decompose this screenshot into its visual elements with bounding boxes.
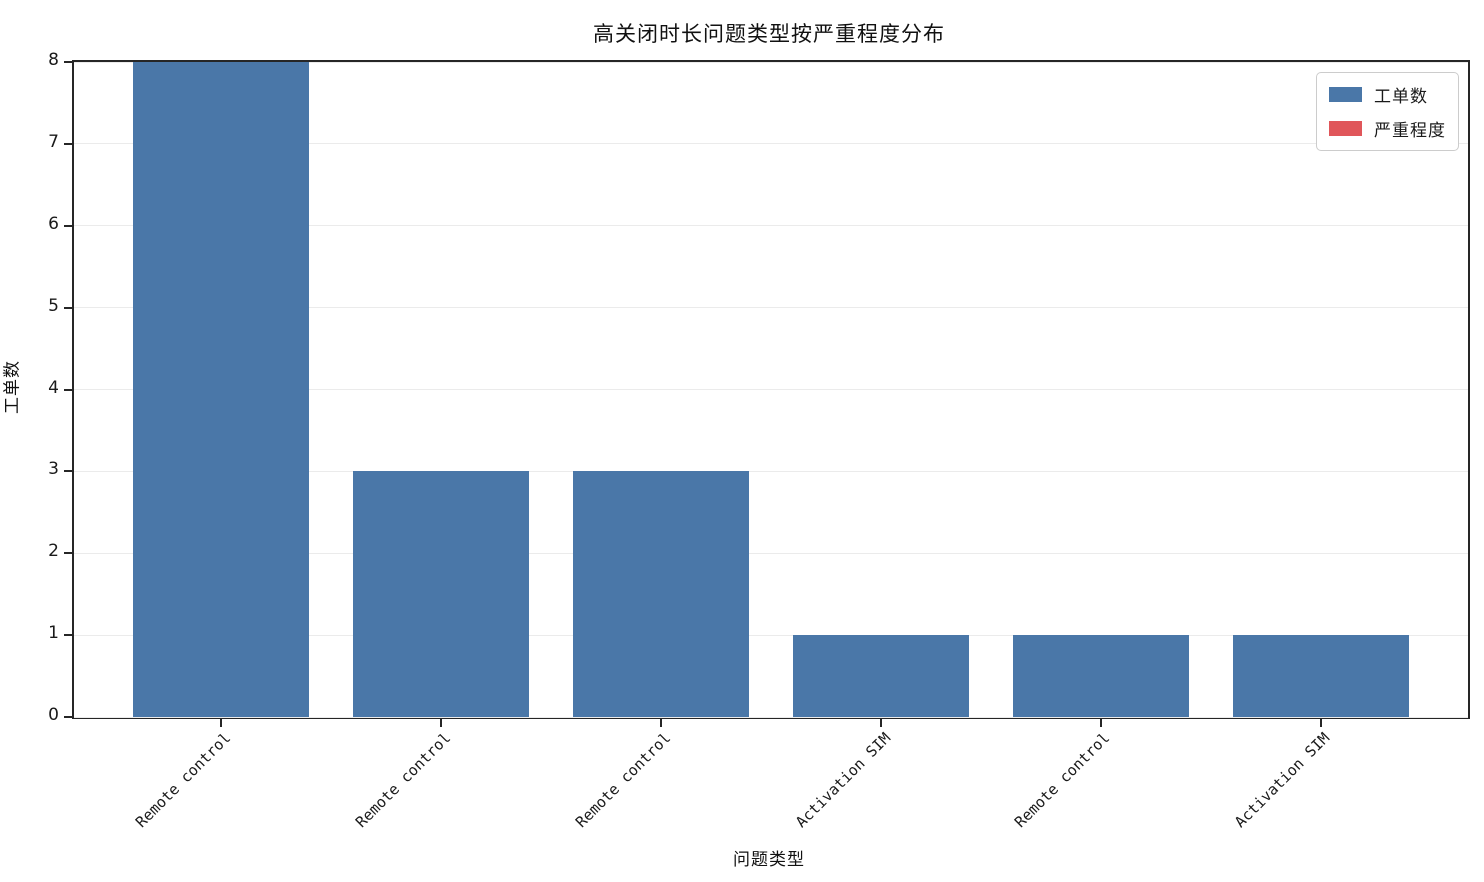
x-tick-mark — [1319, 719, 1322, 727]
x-tick-mark — [879, 719, 882, 727]
bar — [133, 62, 310, 717]
y-tick-mark — [64, 61, 72, 63]
y-tick-label: 6 — [48, 213, 59, 234]
y-tick-mark — [64, 470, 72, 473]
y-tick-label: 1 — [48, 623, 59, 644]
bar — [1012, 635, 1189, 717]
bar — [573, 471, 749, 717]
x-tick-mark — [660, 719, 663, 727]
x-tick-label: Remote control — [571, 729, 674, 832]
gridline — [74, 61, 1468, 63]
y-tick-label: 8 — [48, 50, 59, 70]
legend-label: 严重程度 — [1374, 121, 1446, 141]
y-tick-label: 5 — [48, 295, 59, 316]
gridline — [74, 552, 1468, 554]
gridline — [74, 634, 1468, 636]
y-tick-label: 3 — [48, 459, 59, 480]
x-tick-label: Activation SIM — [791, 729, 894, 832]
y-tick-mark — [64, 388, 72, 391]
legend-swatch-icon — [1329, 87, 1362, 102]
gridline — [74, 716, 1468, 718]
x-tick-label: Remote control — [131, 729, 235, 832]
x-tick-label: Activation SIM — [1231, 729, 1334, 832]
bar — [792, 635, 969, 717]
x-tick-mark — [220, 719, 223, 727]
legend-item: 工单数 — [1329, 82, 1446, 107]
y-tick-label: 4 — [48, 377, 59, 398]
x-tick-mark — [1099, 719, 1102, 727]
x-tick-mark — [440, 719, 443, 727]
y-axis-label: 工单数 — [2, 360, 23, 414]
y-tick-mark — [64, 142, 72, 145]
y-tick-mark — [64, 306, 72, 309]
y-tick-mark — [64, 552, 72, 555]
x-tick-label: Remote control — [351, 729, 454, 832]
bar — [353, 471, 530, 717]
x-tick-label: Remote control — [1011, 729, 1114, 832]
y-tick-mark — [64, 634, 72, 637]
chart-title: 高关闭时长问题类型按严重程度分布 — [593, 22, 945, 46]
gridline — [74, 225, 1468, 227]
gridline — [74, 470, 1468, 472]
legend-swatch-icon — [1329, 121, 1362, 136]
gridline — [74, 307, 1468, 309]
x-axis-label: 问题类型 — [733, 850, 805, 870]
y-tick-label: 2 — [48, 541, 59, 562]
y-tick-label: 7 — [48, 131, 59, 152]
y-tick-mark — [64, 716, 72, 718]
legend: 工单数 严重程度 — [1316, 72, 1459, 151]
legend-item: 严重程度 — [1329, 116, 1446, 141]
gridline — [74, 389, 1468, 390]
y-tick-label: 0 — [48, 705, 59, 725]
gridline — [74, 143, 1468, 145]
plot-area: 工单数严重程度 0 1 2 3 4 5 6 7 8 Remote control Remote co… — [48, 52, 1470, 831]
legend-label: 工单数 — [1374, 87, 1428, 107]
bar — [1232, 635, 1409, 717]
y-tick-mark — [64, 224, 72, 227]
